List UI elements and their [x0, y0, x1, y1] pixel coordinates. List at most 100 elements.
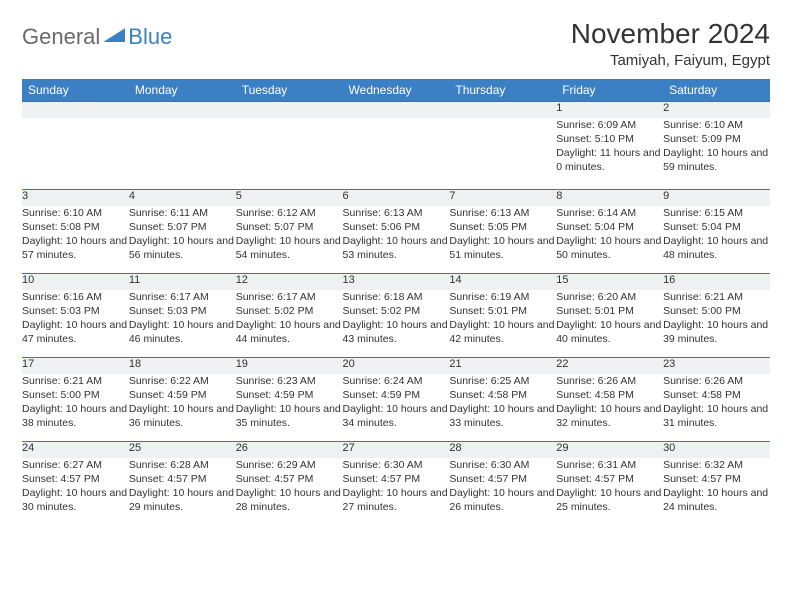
daylight-text: Daylight: 10 hours and 40 minutes.	[556, 318, 663, 346]
calendar-page: General Blue November 2024 Tamiyah, Faiy…	[0, 0, 792, 536]
weekday-header-row: Sunday Monday Tuesday Wednesday Thursday…	[22, 79, 770, 102]
sunset-text: Sunset: 4:57 PM	[556, 472, 663, 486]
day-data-row: Sunrise: 6:16 AMSunset: 5:03 PMDaylight:…	[22, 290, 770, 358]
daynum-row: 17181920212223	[22, 358, 770, 374]
sunset-text: Sunset: 4:57 PM	[663, 472, 770, 486]
sunrise-text: Sunrise: 6:30 AM	[449, 458, 556, 472]
day-number: 11	[129, 274, 236, 290]
weekday-header: Wednesday	[343, 79, 450, 102]
day-number: 13	[343, 274, 450, 290]
day-data-row: Sunrise: 6:09 AMSunset: 5:10 PMDaylight:…	[22, 118, 770, 190]
day-cell: Sunrise: 6:18 AMSunset: 5:02 PMDaylight:…	[343, 290, 450, 358]
sunset-text: Sunset: 4:59 PM	[343, 388, 450, 402]
daylight-text: Daylight: 10 hours and 36 minutes.	[129, 402, 236, 430]
sunset-text: Sunset: 5:02 PM	[236, 304, 343, 318]
day-number: 16	[663, 274, 770, 290]
sunrise-text: Sunrise: 6:12 AM	[236, 206, 343, 220]
weekday-header: Saturday	[663, 79, 770, 102]
sunrise-text: Sunrise: 6:10 AM	[663, 118, 770, 132]
day-number: 20	[343, 358, 450, 374]
sunset-text: Sunset: 5:04 PM	[556, 220, 663, 234]
daynum-row: 24252627282930	[22, 442, 770, 458]
day-data-row: Sunrise: 6:21 AMSunset: 5:00 PMDaylight:…	[22, 374, 770, 442]
day-cell: Sunrise: 6:14 AMSunset: 5:04 PMDaylight:…	[556, 206, 663, 274]
day-cell	[449, 118, 556, 190]
sunset-text: Sunset: 5:07 PM	[129, 220, 236, 234]
sunrise-text: Sunrise: 6:21 AM	[22, 374, 129, 388]
location: Tamiyah, Faiyum, Egypt	[571, 52, 770, 69]
day-cell: Sunrise: 6:23 AMSunset: 4:59 PMDaylight:…	[236, 374, 343, 442]
day-number: 10	[22, 274, 129, 290]
sunrise-text: Sunrise: 6:32 AM	[663, 458, 770, 472]
sunrise-text: Sunrise: 6:31 AM	[556, 458, 663, 472]
daylight-text: Daylight: 10 hours and 28 minutes.	[236, 486, 343, 514]
day-cell	[129, 118, 236, 190]
sunrise-text: Sunrise: 6:14 AM	[556, 206, 663, 220]
sunrise-text: Sunrise: 6:28 AM	[129, 458, 236, 472]
weekday-header: Friday	[556, 79, 663, 102]
daylight-text: Daylight: 10 hours and 54 minutes.	[236, 234, 343, 262]
day-number: 28	[449, 442, 556, 458]
topbar: General Blue November 2024 Tamiyah, Faiy…	[22, 18, 770, 69]
sunrise-text: Sunrise: 6:23 AM	[236, 374, 343, 388]
sunset-text: Sunset: 5:08 PM	[22, 220, 129, 234]
day-cell: Sunrise: 6:30 AMSunset: 4:57 PMDaylight:…	[449, 458, 556, 526]
sunset-text: Sunset: 5:03 PM	[129, 304, 236, 318]
sunset-text: Sunset: 4:57 PM	[449, 472, 556, 486]
sunrise-text: Sunrise: 6:17 AM	[236, 290, 343, 304]
day-number: 25	[129, 442, 236, 458]
day-cell: Sunrise: 6:20 AMSunset: 5:01 PMDaylight:…	[556, 290, 663, 358]
sunrise-text: Sunrise: 6:20 AM	[556, 290, 663, 304]
day-cell: Sunrise: 6:31 AMSunset: 4:57 PMDaylight:…	[556, 458, 663, 526]
day-cell	[22, 118, 129, 190]
day-number: 21	[449, 358, 556, 374]
day-cell: Sunrise: 6:27 AMSunset: 4:57 PMDaylight:…	[22, 458, 129, 526]
sunrise-text: Sunrise: 6:26 AM	[663, 374, 770, 388]
day-number: 17	[22, 358, 129, 374]
day-cell: Sunrise: 6:30 AMSunset: 4:57 PMDaylight:…	[343, 458, 450, 526]
sunset-text: Sunset: 4:57 PM	[236, 472, 343, 486]
sunset-text: Sunset: 4:58 PM	[449, 388, 556, 402]
sunset-text: Sunset: 5:09 PM	[663, 132, 770, 146]
daylight-text: Daylight: 10 hours and 48 minutes.	[663, 234, 770, 262]
weekday-header: Thursday	[449, 79, 556, 102]
daylight-text: Daylight: 10 hours and 53 minutes.	[343, 234, 450, 262]
day-number: 4	[129, 190, 236, 206]
daylight-text: Daylight: 10 hours and 29 minutes.	[129, 486, 236, 514]
sunrise-text: Sunrise: 6:11 AM	[129, 206, 236, 220]
daylight-text: Daylight: 11 hours and 0 minutes.	[556, 146, 663, 174]
day-number: 22	[556, 358, 663, 374]
sunset-text: Sunset: 5:00 PM	[22, 388, 129, 402]
sunset-text: Sunset: 5:00 PM	[663, 304, 770, 318]
logo-word-1: General	[22, 24, 100, 50]
day-cell: Sunrise: 6:19 AMSunset: 5:01 PMDaylight:…	[449, 290, 556, 358]
day-number: 9	[663, 190, 770, 206]
sunset-text: Sunset: 5:04 PM	[663, 220, 770, 234]
day-cell: Sunrise: 6:28 AMSunset: 4:57 PMDaylight:…	[129, 458, 236, 526]
daylight-text: Daylight: 10 hours and 50 minutes.	[556, 234, 663, 262]
daylight-text: Daylight: 10 hours and 57 minutes.	[22, 234, 129, 262]
logo-word-2: Blue	[128, 24, 172, 50]
daylight-text: Daylight: 10 hours and 33 minutes.	[449, 402, 556, 430]
day-number	[449, 102, 556, 118]
day-cell: Sunrise: 6:24 AMSunset: 4:59 PMDaylight:…	[343, 374, 450, 442]
weekday-header: Monday	[129, 79, 236, 102]
day-cell: Sunrise: 6:17 AMSunset: 5:02 PMDaylight:…	[236, 290, 343, 358]
day-number	[22, 102, 129, 118]
daylight-text: Daylight: 10 hours and 25 minutes.	[556, 486, 663, 514]
sunset-text: Sunset: 4:57 PM	[22, 472, 129, 486]
day-cell: Sunrise: 6:26 AMSunset: 4:58 PMDaylight:…	[556, 374, 663, 442]
day-cell: Sunrise: 6:16 AMSunset: 5:03 PMDaylight:…	[22, 290, 129, 358]
sunrise-text: Sunrise: 6:19 AM	[449, 290, 556, 304]
day-number: 6	[343, 190, 450, 206]
sunrise-text: Sunrise: 6:13 AM	[343, 206, 450, 220]
day-number: 8	[556, 190, 663, 206]
daynum-row: 3456789	[22, 190, 770, 206]
sunset-text: Sunset: 4:58 PM	[556, 388, 663, 402]
day-number: 15	[556, 274, 663, 290]
day-cell: Sunrise: 6:13 AMSunset: 5:05 PMDaylight:…	[449, 206, 556, 274]
sunrise-text: Sunrise: 6:29 AM	[236, 458, 343, 472]
sunrise-text: Sunrise: 6:09 AM	[556, 118, 663, 132]
day-number: 18	[129, 358, 236, 374]
sunset-text: Sunset: 5:06 PM	[343, 220, 450, 234]
